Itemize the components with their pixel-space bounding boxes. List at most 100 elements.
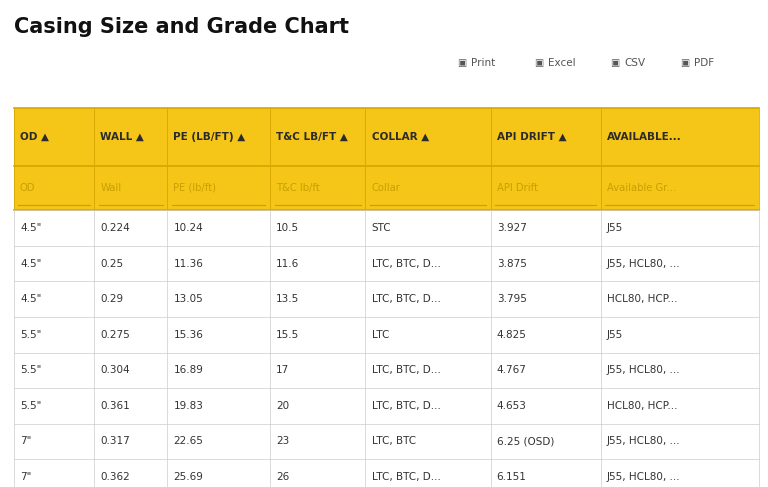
Bar (366, 424, 491, 459)
Bar (14, 210, 94, 246)
Text: 3.795: 3.795 (497, 294, 527, 304)
Bar (14, 388, 94, 424)
Text: Casing Size and Grade Chart: Casing Size and Grade Chart (14, 17, 349, 37)
Text: PE (LB/FT) ▲: PE (LB/FT) ▲ (174, 132, 246, 142)
Text: LTC, BTC, D...: LTC, BTC, D... (372, 365, 441, 375)
Bar (167, 353, 270, 388)
Bar (94, 210, 167, 246)
Bar (491, 210, 601, 246)
Text: Collar: Collar (372, 183, 400, 193)
Bar (270, 317, 366, 353)
Text: ▣: ▣ (680, 58, 689, 68)
Text: Available Gr...: Available Gr... (607, 183, 677, 193)
Text: J55: J55 (607, 223, 624, 233)
Bar (94, 317, 167, 353)
Text: 20: 20 (276, 401, 290, 411)
Bar (491, 108, 601, 166)
Text: 0.275: 0.275 (101, 330, 130, 340)
Text: 15.36: 15.36 (174, 330, 204, 340)
Bar (94, 388, 167, 424)
Text: AVAILABLE...: AVAILABLE... (607, 132, 682, 142)
Text: 0.224: 0.224 (101, 223, 130, 233)
Text: 11.36: 11.36 (174, 259, 204, 269)
Text: Print: Print (471, 58, 495, 68)
Bar (94, 424, 167, 459)
Bar (270, 353, 366, 388)
Text: 5.5": 5.5" (20, 401, 41, 411)
Text: PE (lb/ft): PE (lb/ft) (174, 183, 217, 193)
Text: OD: OD (20, 183, 35, 193)
Text: 5.5": 5.5" (20, 365, 41, 375)
Bar (14, 166, 94, 210)
Text: 10.5: 10.5 (276, 223, 300, 233)
Bar (270, 210, 366, 246)
Text: API DRIFT ▲: API DRIFT ▲ (497, 132, 566, 142)
Bar (270, 166, 366, 210)
Bar (601, 166, 759, 210)
Bar (94, 459, 167, 487)
Text: J55, HCL80, ...: J55, HCL80, ... (607, 259, 680, 269)
Text: 10.24: 10.24 (174, 223, 204, 233)
Bar (167, 459, 270, 487)
Bar (601, 246, 759, 281)
Text: 23: 23 (276, 436, 290, 447)
Bar (491, 246, 601, 281)
Bar (167, 388, 270, 424)
Bar (601, 424, 759, 459)
Bar (94, 353, 167, 388)
Bar (366, 459, 491, 487)
Text: 19.83: 19.83 (174, 401, 204, 411)
Text: 7": 7" (20, 472, 31, 482)
Text: J55, HCL80, ...: J55, HCL80, ... (607, 472, 680, 482)
Bar (14, 317, 94, 353)
Text: ▣: ▣ (611, 58, 620, 68)
Bar (270, 459, 366, 487)
Bar (94, 108, 167, 166)
Bar (94, 246, 167, 281)
Text: 25.69: 25.69 (174, 472, 204, 482)
Text: 0.29: 0.29 (101, 294, 124, 304)
Text: 16.89: 16.89 (174, 365, 204, 375)
Text: 0.304: 0.304 (101, 365, 130, 375)
Text: 0.362: 0.362 (101, 472, 130, 482)
Bar (491, 166, 601, 210)
Text: 4.767: 4.767 (497, 365, 527, 375)
Bar (167, 108, 270, 166)
Text: LTC, BTC, D...: LTC, BTC, D... (372, 472, 441, 482)
Bar (167, 317, 270, 353)
Text: COLLAR ▲: COLLAR ▲ (372, 132, 429, 142)
Text: WALL ▲: WALL ▲ (101, 132, 144, 142)
Bar (14, 424, 94, 459)
Bar (167, 210, 270, 246)
Bar (491, 388, 601, 424)
Bar (167, 281, 270, 317)
Text: PDF: PDF (694, 58, 713, 68)
Text: J55: J55 (607, 330, 624, 340)
Text: LTC, BTC, D...: LTC, BTC, D... (372, 259, 441, 269)
Bar (601, 210, 759, 246)
Bar (491, 317, 601, 353)
Bar (366, 281, 491, 317)
Text: API Drift: API Drift (497, 183, 538, 193)
Bar (491, 424, 601, 459)
Text: 5.5": 5.5" (20, 330, 41, 340)
Bar (94, 166, 167, 210)
Text: LTC, BTC: LTC, BTC (372, 436, 415, 447)
Bar (366, 317, 491, 353)
Bar (270, 424, 366, 459)
Text: ▣: ▣ (457, 58, 466, 68)
Bar (601, 388, 759, 424)
Text: 7": 7" (20, 436, 31, 447)
Text: 17: 17 (276, 365, 290, 375)
Bar (366, 166, 491, 210)
Bar (366, 108, 491, 166)
Bar (601, 353, 759, 388)
Text: J55, HCL80, ...: J55, HCL80, ... (607, 365, 680, 375)
Text: 3.927: 3.927 (497, 223, 527, 233)
Text: 6.25 (OSD): 6.25 (OSD) (497, 436, 554, 447)
Bar (270, 108, 366, 166)
Bar (94, 281, 167, 317)
Text: ▣: ▣ (534, 58, 543, 68)
Text: 0.361: 0.361 (101, 401, 130, 411)
Bar (14, 108, 94, 166)
